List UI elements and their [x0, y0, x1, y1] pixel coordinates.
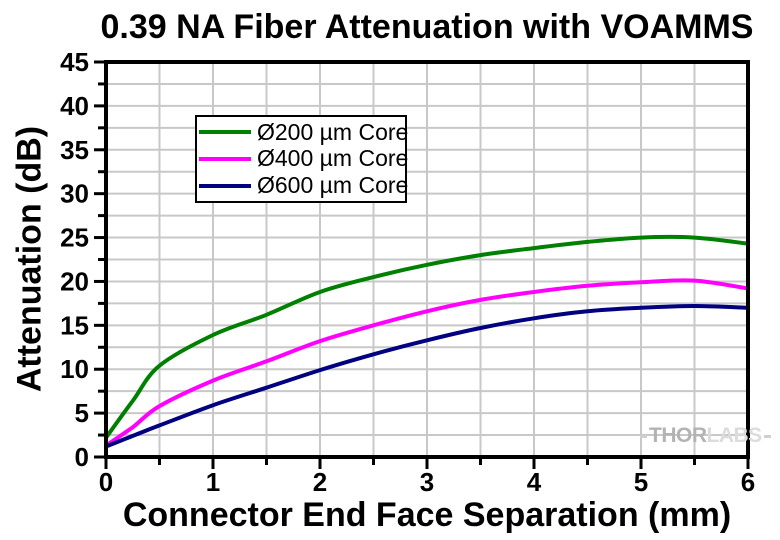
- y-tick-label-25: 25: [60, 223, 89, 253]
- legend-item-600um: Ø600 µm Core: [197, 172, 409, 199]
- legend-line-sample-600um: [199, 183, 251, 188]
- y-tick-label-45: 45: [60, 47, 89, 77]
- series-curve-0: [104, 234, 750, 440]
- legend-label-600um: Ø600 µm Core: [257, 172, 409, 199]
- x-tick-label-1: 1: [206, 467, 220, 497]
- legend-item-400um: Ø400 µm Core: [197, 145, 409, 172]
- legend-line-sample-400um: [199, 156, 251, 161]
- x-tick-label-4: 4: [527, 467, 542, 497]
- y-tick-label-10: 10: [60, 354, 89, 384]
- x-axis-title: Connector End Face Separation (mm): [122, 496, 732, 534]
- watermark-left-dash: [640, 434, 647, 438]
- x-tick-label-2: 2: [313, 467, 327, 497]
- x-tick-label-5: 5: [634, 467, 648, 497]
- y-tick-label-15: 15: [60, 310, 89, 340]
- watermark-thor-text: THOR: [649, 424, 707, 447]
- chart-title: 0.39 NA Fiber Attenuation with VOAMMS: [100, 8, 754, 46]
- y-tick-label-5: 5: [75, 398, 89, 428]
- legend-line-sample-200um: [199, 130, 251, 135]
- y-tick-label-30: 30: [60, 179, 89, 209]
- x-tick-label-3: 3: [420, 467, 434, 497]
- y-axis-title: Attenuation (dB): [10, 125, 49, 393]
- y-tick-label-40: 40: [60, 91, 89, 121]
- x-tick-label-0: 0: [99, 467, 113, 497]
- plot-frame: [104, 60, 750, 459]
- x-tick-label-6: 6: [741, 467, 755, 497]
- watermark-right-dash: [763, 434, 771, 438]
- legend-label-200um: Ø200 µm Core: [257, 118, 409, 145]
- legend-item-200um: Ø200 µm Core: [197, 118, 409, 145]
- y-tick-label-0: 0: [75, 442, 89, 472]
- legend: Ø200 µm Core Ø400 µm Core Ø600 µm Core: [195, 115, 409, 203]
- legend-label-400um: Ø400 µm Core: [257, 145, 409, 172]
- y-tick-label-20: 20: [60, 266, 89, 296]
- y-tick-label-35: 35: [60, 135, 89, 165]
- series-curve-1: [104, 278, 750, 448]
- series-curve-2: [104, 304, 750, 449]
- watermark-labs-text: LABS: [706, 424, 763, 447]
- thorlabs-watermark: THOR LABS: [638, 424, 773, 448]
- axis-ticks: [94, 60, 750, 469]
